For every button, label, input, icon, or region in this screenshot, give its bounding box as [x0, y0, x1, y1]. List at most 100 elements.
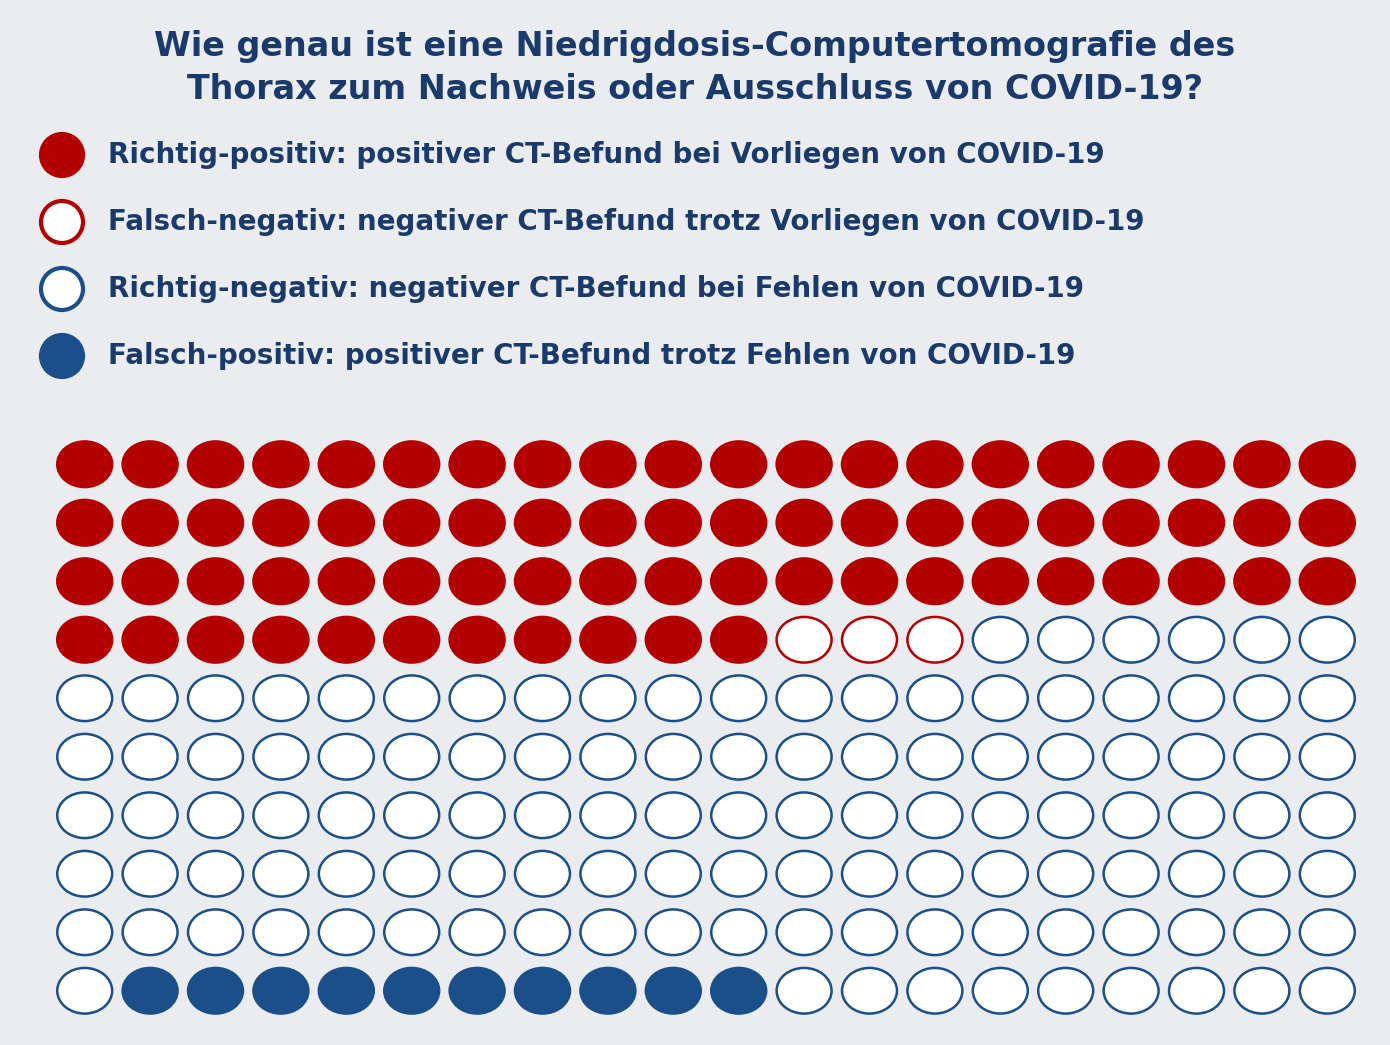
Ellipse shape: [40, 268, 83, 310]
Ellipse shape: [449, 558, 505, 604]
Ellipse shape: [516, 617, 570, 663]
Ellipse shape: [1038, 968, 1093, 1014]
Ellipse shape: [1300, 734, 1355, 780]
Ellipse shape: [1038, 792, 1093, 838]
Ellipse shape: [1169, 909, 1225, 955]
Ellipse shape: [57, 617, 113, 663]
Ellipse shape: [1300, 500, 1355, 545]
Ellipse shape: [973, 968, 1027, 1014]
Ellipse shape: [842, 909, 897, 955]
Ellipse shape: [253, 792, 309, 838]
Ellipse shape: [318, 558, 374, 604]
Ellipse shape: [516, 558, 570, 604]
Ellipse shape: [1104, 968, 1159, 1014]
Ellipse shape: [1300, 441, 1355, 487]
Ellipse shape: [646, 441, 701, 487]
Ellipse shape: [1104, 558, 1159, 604]
Ellipse shape: [1300, 675, 1355, 721]
Ellipse shape: [1038, 441, 1093, 487]
Ellipse shape: [973, 909, 1027, 955]
Ellipse shape: [842, 500, 897, 545]
Ellipse shape: [188, 968, 243, 1014]
Ellipse shape: [449, 968, 505, 1014]
Ellipse shape: [581, 734, 635, 780]
Ellipse shape: [449, 441, 505, 487]
Ellipse shape: [1038, 909, 1093, 955]
Ellipse shape: [1104, 500, 1159, 545]
Ellipse shape: [908, 851, 962, 897]
Ellipse shape: [40, 335, 83, 377]
Ellipse shape: [384, 909, 439, 955]
Ellipse shape: [581, 909, 635, 955]
Ellipse shape: [646, 909, 701, 955]
Ellipse shape: [908, 441, 962, 487]
Ellipse shape: [712, 441, 766, 487]
Text: Wie genau ist eine Niedrigdosis-Computertomografie des
Thorax zum Nachweis oder : Wie genau ist eine Niedrigdosis-Computer…: [154, 30, 1236, 107]
Ellipse shape: [777, 441, 831, 487]
Ellipse shape: [253, 909, 309, 955]
Ellipse shape: [384, 968, 439, 1014]
Ellipse shape: [908, 675, 962, 721]
Ellipse shape: [1169, 851, 1225, 897]
Ellipse shape: [1104, 617, 1159, 663]
Text: Falsch-negativ: negativer CT-Befund trotz Vorliegen von COVID-19: Falsch-negativ: negativer CT-Befund trot…: [108, 208, 1144, 236]
Ellipse shape: [712, 909, 766, 955]
Ellipse shape: [318, 500, 374, 545]
Ellipse shape: [122, 441, 178, 487]
Ellipse shape: [57, 441, 113, 487]
Ellipse shape: [122, 558, 178, 604]
Ellipse shape: [449, 675, 505, 721]
Ellipse shape: [908, 968, 962, 1014]
Ellipse shape: [57, 792, 113, 838]
Ellipse shape: [1169, 500, 1225, 545]
Ellipse shape: [57, 968, 113, 1014]
Text: Richtig-negativ: negativer CT-Befund bei Fehlen von COVID-19: Richtig-negativ: negativer CT-Befund bei…: [108, 275, 1084, 303]
Ellipse shape: [449, 617, 505, 663]
Ellipse shape: [777, 500, 831, 545]
Ellipse shape: [253, 968, 309, 1014]
Ellipse shape: [1169, 675, 1225, 721]
Ellipse shape: [188, 558, 243, 604]
Ellipse shape: [1234, 558, 1290, 604]
Ellipse shape: [712, 500, 766, 545]
Ellipse shape: [1104, 675, 1159, 721]
Ellipse shape: [973, 500, 1027, 545]
Ellipse shape: [188, 792, 243, 838]
Ellipse shape: [384, 734, 439, 780]
Ellipse shape: [973, 851, 1027, 897]
Ellipse shape: [253, 851, 309, 897]
Ellipse shape: [973, 617, 1027, 663]
Ellipse shape: [516, 851, 570, 897]
Ellipse shape: [908, 792, 962, 838]
Ellipse shape: [842, 734, 897, 780]
Ellipse shape: [646, 617, 701, 663]
Ellipse shape: [318, 734, 374, 780]
Ellipse shape: [1234, 909, 1290, 955]
Ellipse shape: [318, 675, 374, 721]
Ellipse shape: [712, 675, 766, 721]
Ellipse shape: [1038, 734, 1093, 780]
Ellipse shape: [908, 617, 962, 663]
Ellipse shape: [122, 500, 178, 545]
Ellipse shape: [1038, 617, 1093, 663]
Ellipse shape: [188, 500, 243, 545]
Ellipse shape: [777, 617, 831, 663]
Ellipse shape: [1300, 792, 1355, 838]
Ellipse shape: [122, 851, 178, 897]
Ellipse shape: [712, 617, 766, 663]
Ellipse shape: [253, 675, 309, 721]
Ellipse shape: [253, 441, 309, 487]
Ellipse shape: [908, 500, 962, 545]
Ellipse shape: [581, 851, 635, 897]
Ellipse shape: [712, 968, 766, 1014]
Ellipse shape: [516, 500, 570, 545]
Ellipse shape: [122, 792, 178, 838]
Ellipse shape: [908, 558, 962, 604]
Ellipse shape: [384, 675, 439, 721]
Ellipse shape: [842, 851, 897, 897]
Ellipse shape: [1234, 617, 1290, 663]
Ellipse shape: [842, 558, 897, 604]
Ellipse shape: [581, 500, 635, 545]
Ellipse shape: [384, 792, 439, 838]
Ellipse shape: [646, 792, 701, 838]
